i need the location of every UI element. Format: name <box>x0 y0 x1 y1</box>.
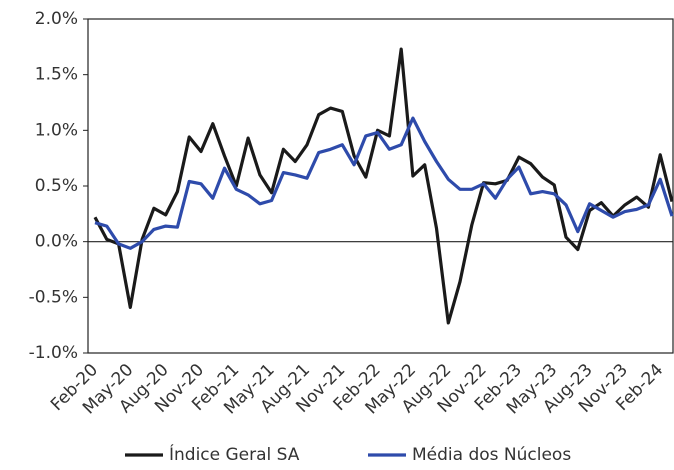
y-tick-label: -0.5% <box>29 287 78 307</box>
legend-label: Índice Geral SA <box>169 443 300 465</box>
y-tick-label: 2.0% <box>35 9 78 29</box>
y-tick-label: 1.5% <box>35 65 78 85</box>
plot-frame <box>87 18 674 354</box>
y-tick-label: 0.5% <box>35 176 78 196</box>
y-tick-label: 1.0% <box>35 120 78 140</box>
legend-label: Média dos Núcleos <box>412 445 571 465</box>
y-tick-label: -1.0% <box>29 343 78 363</box>
line-series <box>94 116 674 250</box>
line-series <box>93 47 674 325</box>
y-tick-label: 0.0% <box>35 232 78 252</box>
